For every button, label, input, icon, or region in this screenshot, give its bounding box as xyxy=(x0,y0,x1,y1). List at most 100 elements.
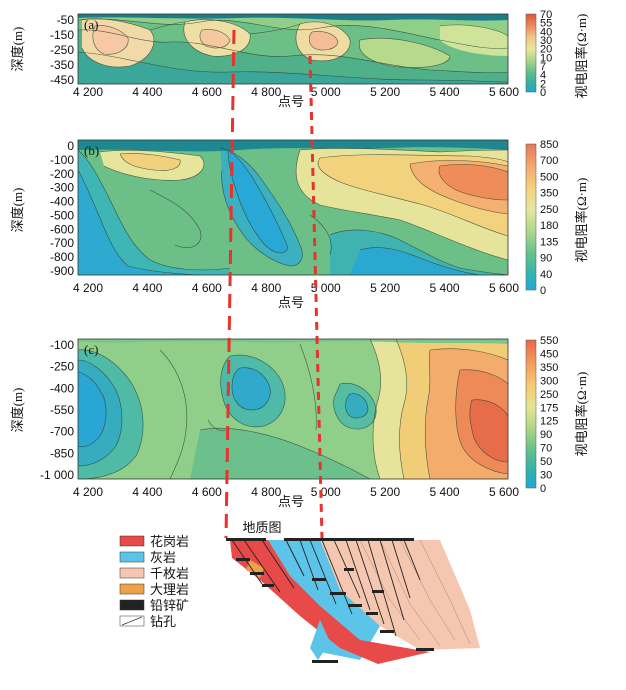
colorbar-tick-label: 70 xyxy=(540,443,552,455)
legend-label: 灰岩 xyxy=(150,550,176,565)
y-tick-label: -700 xyxy=(50,236,74,250)
granite-body xyxy=(230,540,430,664)
panel-b-x-label: 点号 xyxy=(278,295,304,310)
panel-b-tag: (b) xyxy=(84,143,99,158)
colorbar-tick-label: 40 xyxy=(540,269,552,281)
y-tick-label: -1 000 xyxy=(40,468,74,482)
x-tick-label: 4 400 xyxy=(132,485,162,499)
panel-a-tag: (a) xyxy=(84,17,98,32)
limestone-lower xyxy=(310,620,330,660)
panel-c-x-label: 点号 xyxy=(278,494,304,509)
panel-b-colorbar-label: 视电阻率(Ω·m) xyxy=(574,178,589,263)
colorbar-tick-label: 350 xyxy=(540,362,558,374)
legend-label: 铅锌矿 xyxy=(150,598,189,613)
colorbar-tick-label: 175 xyxy=(540,402,558,414)
panel-c-frame xyxy=(77,338,509,480)
colorbar-tick-label: 700 xyxy=(540,155,558,167)
y-tick-label: -250 xyxy=(50,360,74,374)
y-tick-label: -600 xyxy=(50,222,74,236)
colorbar-tick-label: 0 xyxy=(540,87,546,99)
x-tick-label: 4 400 xyxy=(132,281,162,295)
legend-borehole-stroke xyxy=(121,616,143,626)
colorbar-tick-label: 4 xyxy=(540,70,546,82)
panel-b: (b) 0-100-200-300-400-500-600-700-800-90… xyxy=(10,139,589,310)
x-tick-label: 4 200 xyxy=(73,281,103,295)
x-tick-label: 4 800 xyxy=(251,485,281,499)
panel-c-x-ticks: 4 200 4 400 4 600 4 800 5 000 5 200 5 400 5 600 xyxy=(73,485,519,499)
legend-label: 大理岩 xyxy=(150,582,189,597)
x-tick-label: 4 200 xyxy=(73,85,103,99)
colorbar-tick-label: 50 xyxy=(540,456,552,468)
limestone-body xyxy=(265,540,380,660)
legend-label: 钻孔 xyxy=(150,614,176,629)
x-tick-label: 5 600 xyxy=(489,281,519,295)
colorbar-tick-label: 0 xyxy=(540,483,546,495)
y-tick-label: -550 xyxy=(50,403,74,417)
colorbar-tick-label: 125 xyxy=(540,416,558,428)
legend-swatch xyxy=(119,535,145,547)
legend-label: 花岗岩 xyxy=(150,534,189,549)
panel-b-frame xyxy=(77,139,509,276)
colorbar-tick-label: 2 xyxy=(540,78,546,90)
panel-b-y-label: 深度(m) xyxy=(10,188,25,233)
panel-c-y-label: 深度(m) xyxy=(10,388,25,433)
panel-c-tag: (c) xyxy=(84,342,98,357)
panel-c-contour-map xyxy=(78,339,508,479)
y-tick-label: -100 xyxy=(50,338,74,352)
phyllite-body xyxy=(300,540,480,650)
y-tick-label: -50 xyxy=(57,13,75,27)
phyllite-bedding xyxy=(359,539,471,647)
y-tick-label: -150 xyxy=(50,28,74,42)
y-tick-label: -250 xyxy=(50,43,74,57)
x-tick-label: 5 000 xyxy=(311,281,341,295)
y-tick-label: -400 xyxy=(50,381,74,395)
geology-section: 地质图 xyxy=(119,520,480,664)
y-tick-label: -900 xyxy=(50,264,74,278)
colorbar-tick-label: 30 xyxy=(540,470,552,482)
panel-a: (a) -50-150-250-350-450 4 200 4 400 4 600 4… xyxy=(10,9,589,109)
panel-c-colorbar xyxy=(525,339,537,489)
panel-a-contour-map xyxy=(78,14,508,84)
colorbar-tick-label: 30 xyxy=(540,35,552,47)
y-tick-label: -850 xyxy=(50,446,74,460)
colorbar-tick-label: 500 xyxy=(540,171,558,183)
panel-b-y-ticks: 0-100-200-300-400-500-600-700-800-900 xyxy=(50,139,74,278)
y-tick-label: -350 xyxy=(50,58,74,72)
colorbar-tick-label: 180 xyxy=(540,220,558,232)
correlation-line-east xyxy=(308,55,324,539)
colorbar-tick-label: 250 xyxy=(540,389,558,401)
x-tick-label: 5 200 xyxy=(370,485,400,499)
x-tick-label: 5 000 xyxy=(311,85,341,99)
colorbar-tick-label: 70 xyxy=(540,9,552,21)
y-tick-label: -200 xyxy=(50,167,74,181)
colorbar-tick-label: 250 xyxy=(540,204,558,216)
x-tick-label: 5 000 xyxy=(311,485,341,499)
panel-a-colorbar xyxy=(525,13,537,93)
x-tick-label: 5 600 xyxy=(489,85,519,99)
colorbar-tick-label: 550 xyxy=(540,335,558,347)
panel-a-y-label: 深度(m) xyxy=(10,27,25,72)
x-tick-label: 5 200 xyxy=(370,85,400,99)
colorbar-tick-label: 7 xyxy=(540,61,546,73)
colorbar-tick-label: 0 xyxy=(540,285,546,297)
x-tick-label: 5 600 xyxy=(489,485,519,499)
panel-c: (c) -100 -250 -400 -550 -700 -850 -1 000 4 200… xyxy=(10,335,589,509)
y-tick-label: 0 xyxy=(67,139,74,153)
panel-b-colorbar xyxy=(525,143,537,291)
y-tick-label: -400 xyxy=(50,195,74,209)
ore-bodies xyxy=(226,538,434,663)
colorbar-tick-label: 40 xyxy=(540,26,552,38)
colorbar-tick-label: 90 xyxy=(540,429,552,441)
colorbar-tick-label: 10 xyxy=(540,52,552,64)
legend-label: 千枚岩 xyxy=(150,566,189,581)
x-tick-label: 5 200 xyxy=(370,281,400,295)
correlation-line-west xyxy=(224,29,236,539)
y-tick-label: -100 xyxy=(50,153,74,167)
legend-swatch xyxy=(119,583,145,595)
panel-b-x-ticks: 4 200 4 400 4 600 4 800 5 000 5 200 5 400 5 600 xyxy=(73,281,519,295)
colorbar-tick-label: 20 xyxy=(540,44,552,56)
colorbar-tick-label: 135 xyxy=(540,236,558,248)
colorbar-tick-label: 90 xyxy=(540,253,552,265)
